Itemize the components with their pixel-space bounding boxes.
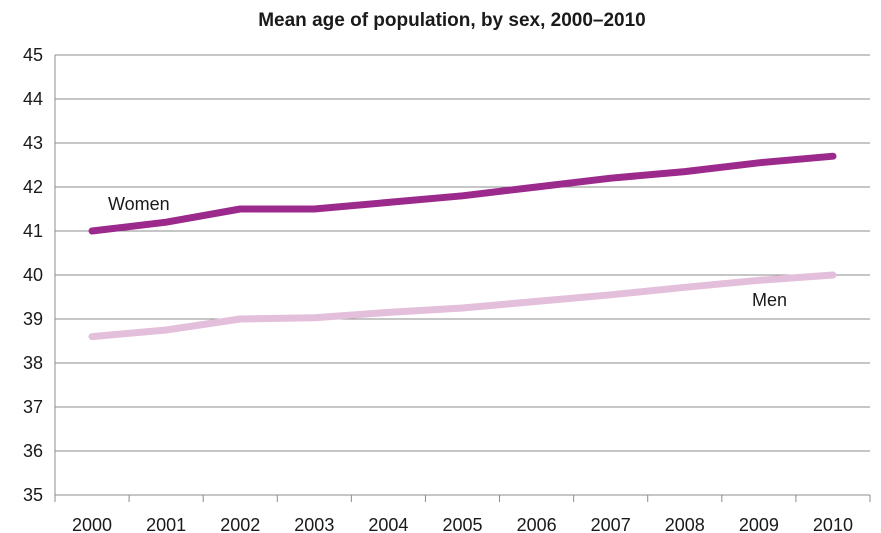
x-tick-label: 2001 [146, 515, 186, 533]
x-tick-label: 2000 [72, 515, 112, 533]
x-tick-label: 2003 [294, 515, 334, 533]
x-tick-label: 2010 [813, 515, 853, 533]
y-tick-label: 35 [23, 485, 43, 505]
y-tick-label: 42 [23, 177, 43, 197]
series-labels: Women Men [108, 194, 787, 310]
x-tick-label: 2008 [665, 515, 705, 533]
x-tick-label: 2006 [517, 515, 557, 533]
y-tick-label: 41 [23, 221, 43, 241]
x-tick-label: 2004 [368, 515, 408, 533]
y-tick-label: 39 [23, 309, 43, 329]
y-tick-label: 43 [23, 133, 43, 153]
y-tick-label: 36 [23, 441, 43, 461]
y-axis-ticks: 35 36 37 38 39 40 41 42 43 44 45 [23, 45, 43, 505]
x-tick-label: 2005 [442, 515, 482, 533]
x-axis-ticks: 2000 2001 2002 2003 2004 2005 2006 2007 2008 2009… [72, 515, 853, 533]
series-line-men [88, 271, 837, 341]
series-label-men: Men [752, 290, 787, 310]
y-tick-label: 37 [23, 397, 43, 417]
x-tick-label: 2007 [591, 515, 631, 533]
y-tick-label: 45 [23, 45, 43, 65]
x-tick-label: 2009 [739, 515, 779, 533]
chart-title: Mean age of population, by sex, 2000–201… [258, 10, 646, 31]
y-tick-label: 40 [23, 265, 43, 285]
y-tick-label: 38 [23, 353, 43, 373]
y-tick-label: 44 [23, 89, 43, 109]
axes [54, 55, 871, 502]
series-label-women: Women [108, 194, 170, 214]
gridlines [55, 54, 870, 452]
series-line-women [88, 152, 837, 235]
series-lines [88, 152, 837, 341]
x-tick-label: 2002 [220, 515, 260, 533]
